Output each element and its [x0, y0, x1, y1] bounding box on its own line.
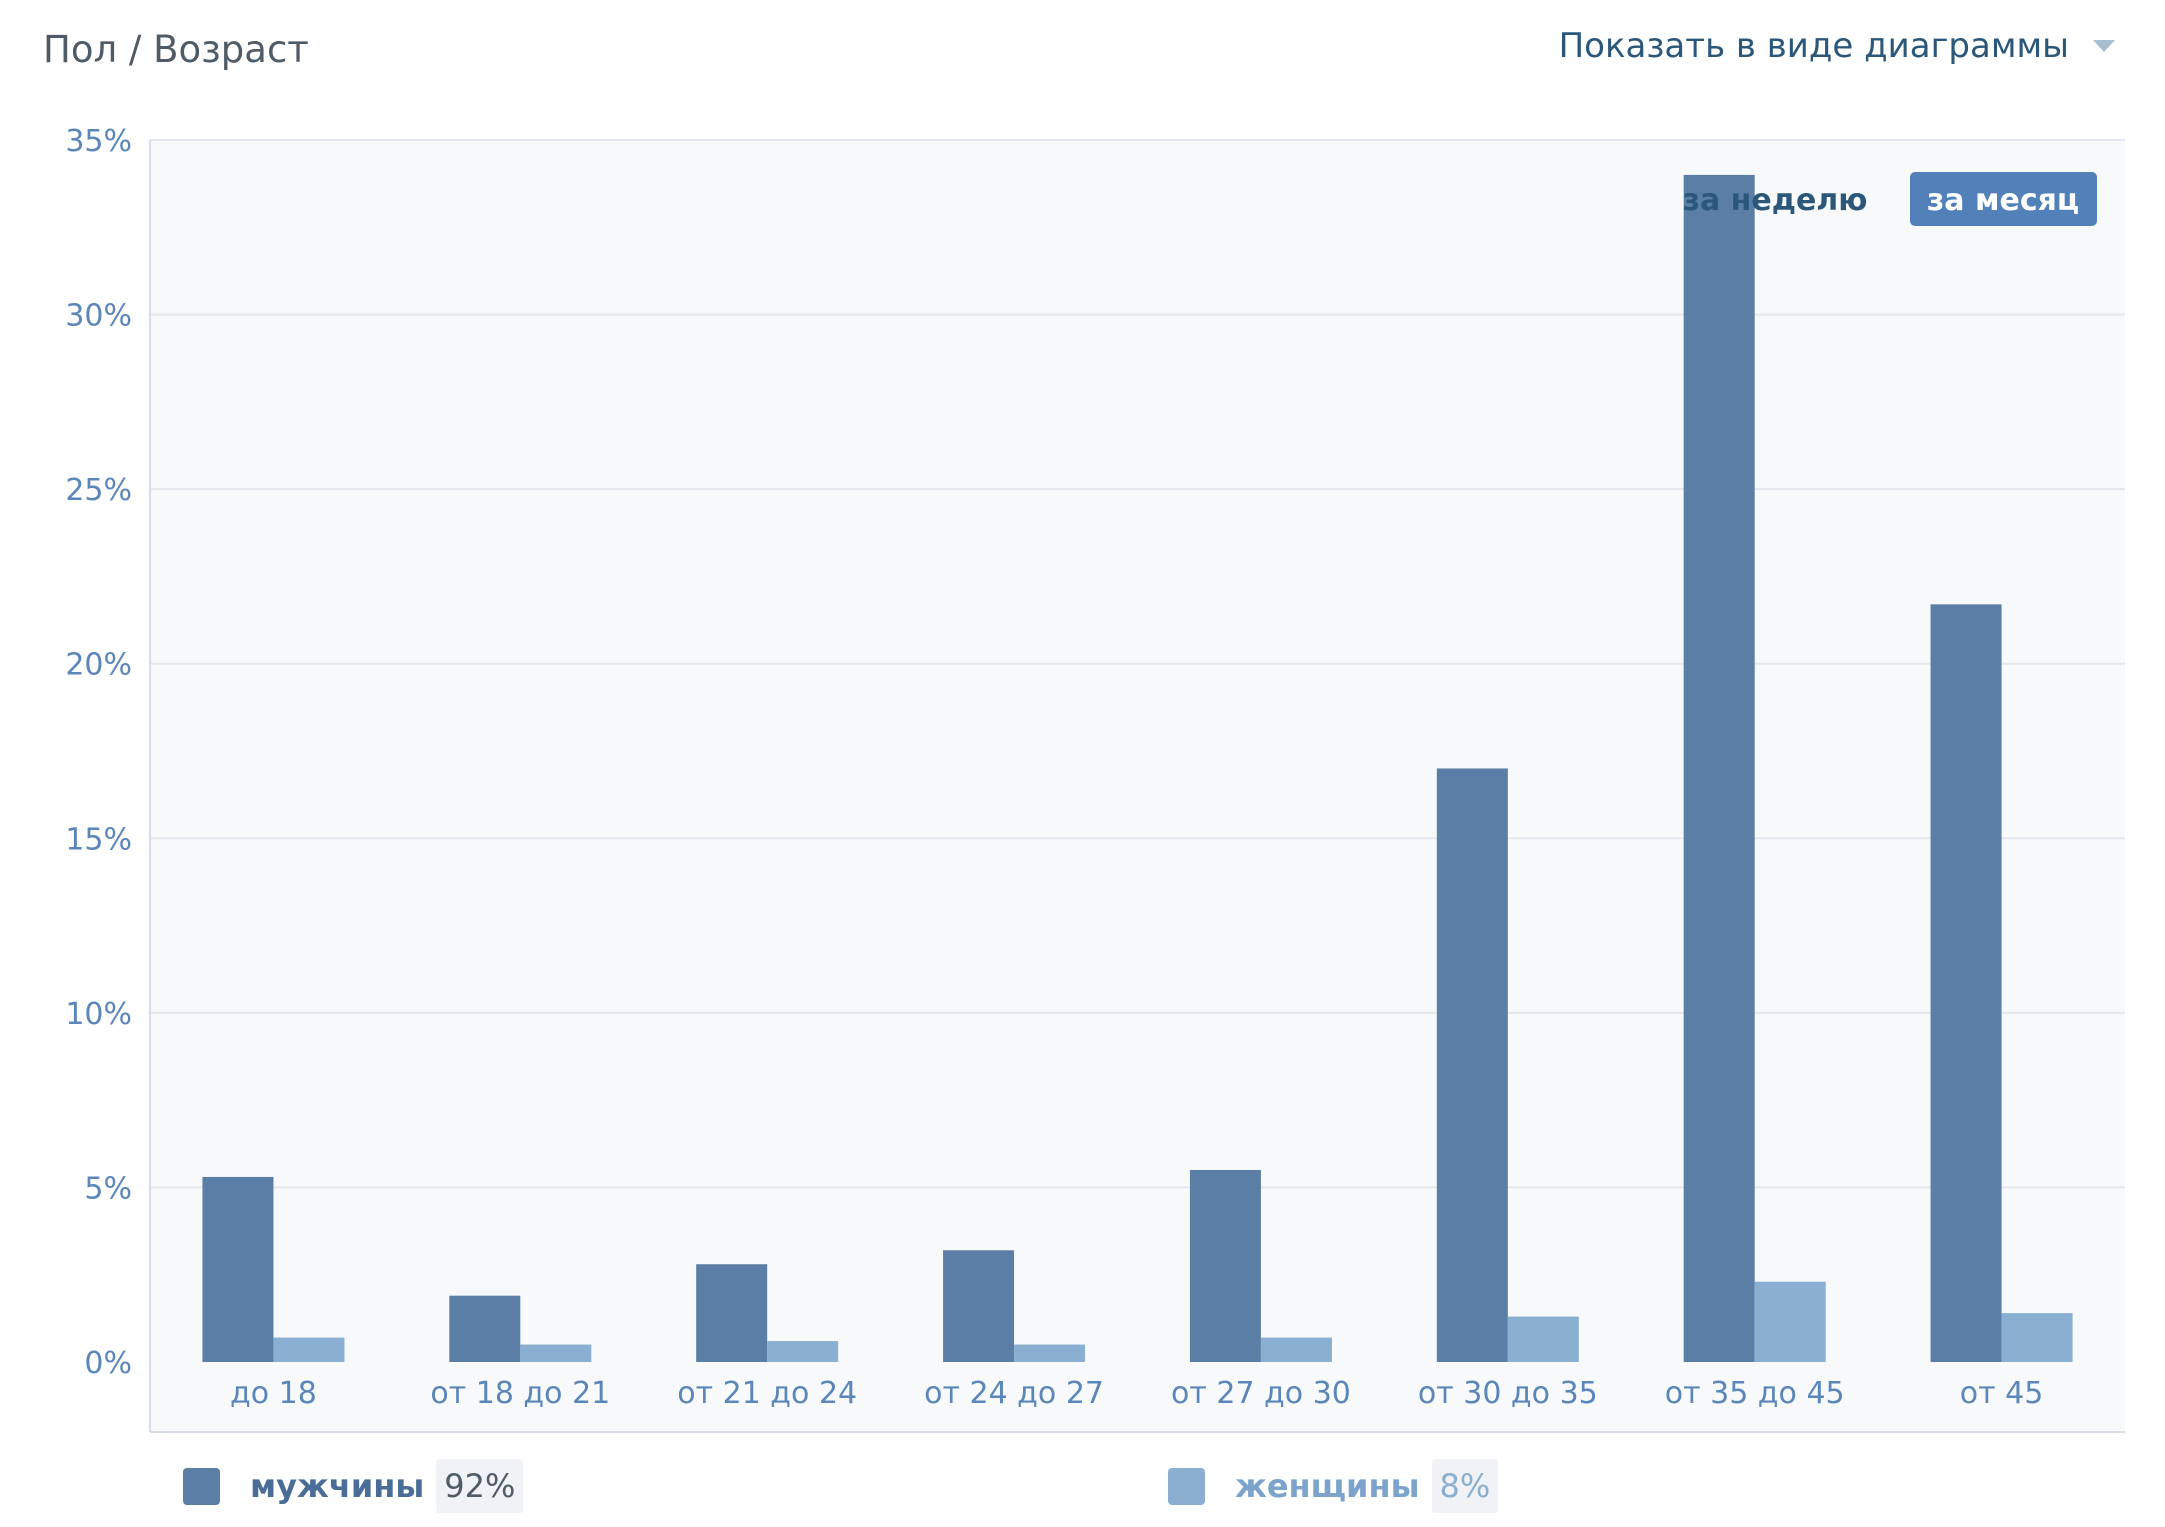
legend-label: мужчины	[250, 1467, 425, 1505]
legend-percent: 92%	[436, 1459, 524, 1513]
x-tick-label: от 30 до 35	[1418, 1376, 1598, 1411]
x-axis-ticks: до 18 от 18 до 21 от 21 до 24 от 24 до 27 от…	[230, 1376, 2043, 1411]
bar-women[interactable]	[273, 1337, 345, 1362]
x-tick-label: от 27 до 30	[1171, 1376, 1351, 1411]
legend-item-men[interactable]: мужчины 92%	[183, 1458, 524, 1514]
y-axis-ticks: 0% 5% 10% 15% 20% 25% 30% 35%	[65, 124, 132, 1381]
bar-women[interactable]	[2001, 1313, 2073, 1362]
y-tick-label: 5%	[84, 1171, 132, 1206]
bar-women[interactable]	[1754, 1281, 1826, 1362]
bar-women[interactable]	[520, 1344, 592, 1362]
bar-men[interactable]	[449, 1295, 521, 1362]
grid-lines	[150, 139, 2125, 1189]
x-tick-label: от 21 до 24	[677, 1376, 857, 1411]
bar-women[interactable]	[1507, 1316, 1579, 1362]
period-month-button[interactable]	[1910, 172, 2097, 226]
y-tick-label: 35%	[65, 124, 132, 159]
period-month-button-label[interactable]: за месяц	[1927, 183, 2079, 218]
y-tick-label: 10%	[65, 997, 132, 1032]
bar-women[interactable]	[1014, 1344, 1086, 1362]
bar-men[interactable]	[1436, 768, 1508, 1362]
y-tick-label: 25%	[65, 473, 132, 508]
x-tick-label: до 18	[230, 1376, 317, 1411]
bar-women[interactable]	[767, 1341, 839, 1362]
bar-men[interactable]	[202, 1176, 274, 1362]
legend-swatch	[183, 1467, 220, 1505]
y-tick-label: 30%	[65, 299, 132, 334]
x-tick-label: от 24 до 27	[924, 1376, 1104, 1411]
period-week-button[interactable]: за неделю	[1683, 183, 1868, 218]
legend-label: женщины	[1235, 1467, 1420, 1505]
view-mode-dropdown[interactable]: Показать в виде диаграммы	[1559, 26, 2115, 66]
x-tick-label: от 35 до 45	[1665, 1376, 1845, 1411]
bar-women[interactable]	[1260, 1337, 1332, 1362]
plot-area	[150, 140, 2125, 1432]
period-toggle: за неделю за месяц	[1683, 172, 2097, 226]
page-title: Пол / Возраст	[43, 28, 309, 71]
bar-men[interactable]	[943, 1250, 1015, 1362]
legend-percent: 8%	[1431, 1459, 1499, 1513]
bar-men[interactable]	[1930, 604, 2002, 1362]
x-tick-label: от 45	[1960, 1376, 2044, 1411]
legend-item-women[interactable]: женщины 8%	[1168, 1458, 1499, 1514]
bar-men[interactable]	[696, 1264, 768, 1362]
x-tick-label: от 18 до 21	[430, 1376, 610, 1411]
bar-men[interactable]	[1189, 1169, 1261, 1362]
bars	[202, 174, 2073, 1362]
y-tick-label: 0%	[84, 1346, 132, 1381]
y-tick-label: 20%	[65, 648, 132, 683]
y-tick-label: 15%	[65, 822, 132, 857]
bar-men[interactable]	[1683, 174, 1755, 1362]
view-mode-label: Показать в виде диаграммы	[1558, 26, 2069, 66]
chevron-down-icon	[2093, 40, 2115, 52]
legend-swatch	[1168, 1467, 1205, 1505]
